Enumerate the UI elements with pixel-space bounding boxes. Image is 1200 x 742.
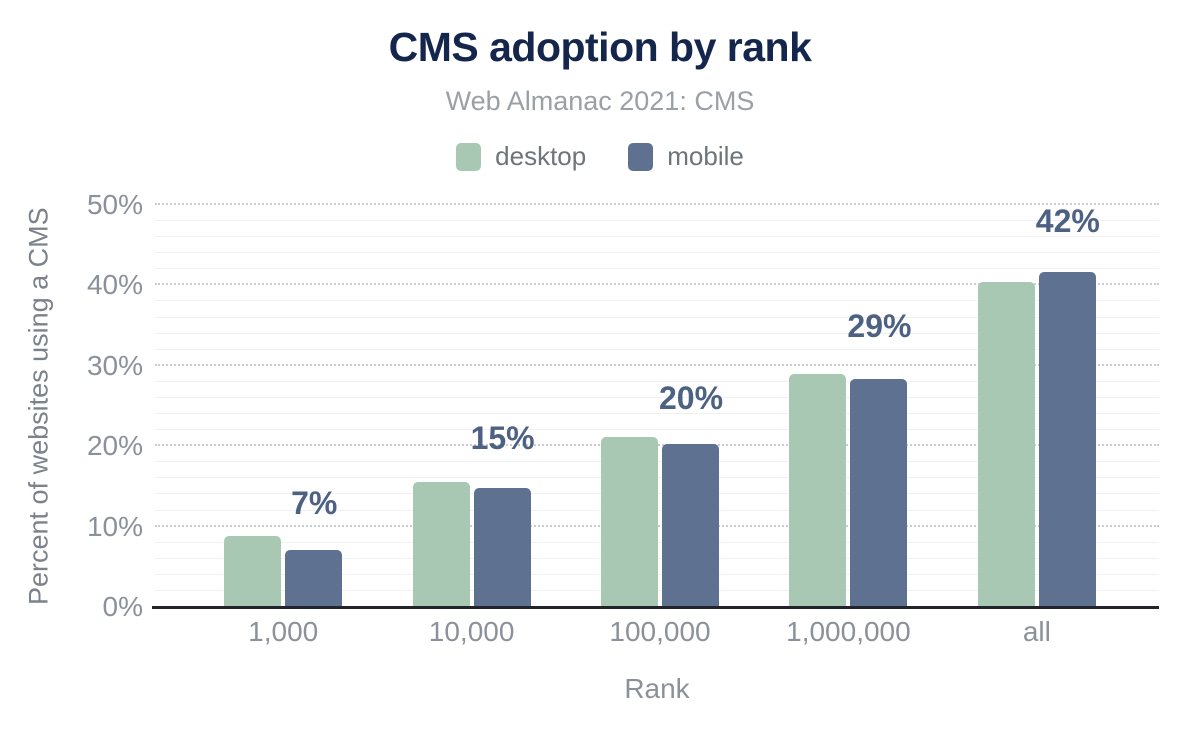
bar-desktop (412, 481, 470, 607)
bar-desktop (601, 437, 659, 607)
y-tick-label: 30% (86, 349, 143, 381)
gridline-major (155, 203, 1159, 205)
gridline-minor (155, 236, 1159, 238)
bar-mobile (285, 549, 343, 607)
legend-item-mobile: mobile (628, 141, 744, 172)
legend-label: mobile (667, 141, 744, 171)
bar-mobile (1038, 271, 1096, 607)
bar-desktop (977, 282, 1035, 607)
y-axis-ticks: 0% 10% 20% 30% 40% 50% (0, 191, 143, 621)
annotation-label: 29% (847, 307, 912, 344)
bar-desktop (224, 536, 282, 607)
bar-group: 20% (566, 205, 754, 607)
legend-swatch-icon (628, 142, 654, 171)
gridline-minor (155, 252, 1159, 254)
gridline-major (155, 363, 1159, 366)
legend: desktop mobile (0, 141, 1200, 172)
x-axis-title: Rank (624, 673, 690, 704)
bar-mobile (850, 378, 908, 607)
x-axis-line (152, 606, 1159, 609)
y-tick-label: 10% (86, 510, 143, 542)
y-tick-label: 50% (86, 189, 143, 220)
gridline-minor (155, 220, 1159, 222)
bar-groups: 7% 15% 20% 29% 42% (155, 205, 1159, 607)
x-axis-ticks: 1,000 10,000 100,000 1,000,000 all (155, 616, 1159, 648)
bar-mobile (662, 443, 720, 607)
annotation-label: 20% (658, 380, 724, 417)
bar-group: 42% (943, 205, 1131, 607)
bar-mobile (473, 488, 531, 607)
gridline-minor (155, 413, 1159, 415)
annotation-label: 15% (470, 420, 535, 457)
y-tick-label: 40% (86, 269, 143, 301)
plot-area: 7% 15% 20% 29% 42% (152, 203, 1159, 609)
gridline-minor (155, 396, 1159, 398)
gridline-minor (155, 316, 1159, 318)
y-tick-label: 20% (86, 430, 143, 462)
gridline-minor (155, 380, 1159, 382)
x-tick-label: 10,000 (428, 616, 515, 647)
x-tick-label: 1,000,000 (786, 616, 911, 647)
gridline-minor (155, 332, 1159, 334)
legend-item-desktop: desktop (456, 141, 586, 172)
gridline-minor (155, 300, 1159, 302)
gridline-minor (155, 348, 1159, 350)
x-tick-label: 100,000 (609, 616, 711, 647)
y-tick-label: 0% (102, 591, 143, 622)
annotation-label: 42% (1035, 203, 1100, 240)
x-tick-label: 1,000 (248, 616, 319, 647)
chart-title: CMS adoption by rank (388, 24, 812, 70)
gridline-minor (155, 268, 1159, 270)
bar-desktop (789, 373, 847, 607)
bar-group: 15% (377, 205, 565, 607)
annotation-label: 7% (291, 484, 338, 521)
gridline-major (155, 283, 1159, 286)
legend-label: desktop (495, 141, 587, 171)
gridline-minor (155, 429, 1159, 431)
bar-group: 29% (754, 205, 942, 607)
legend-swatch-icon (456, 142, 482, 171)
x-tick-label: all (1022, 616, 1051, 647)
bar-group: 7% (189, 205, 377, 607)
chart-subtitle: Web Almanac 2021: CMS (445, 86, 755, 116)
